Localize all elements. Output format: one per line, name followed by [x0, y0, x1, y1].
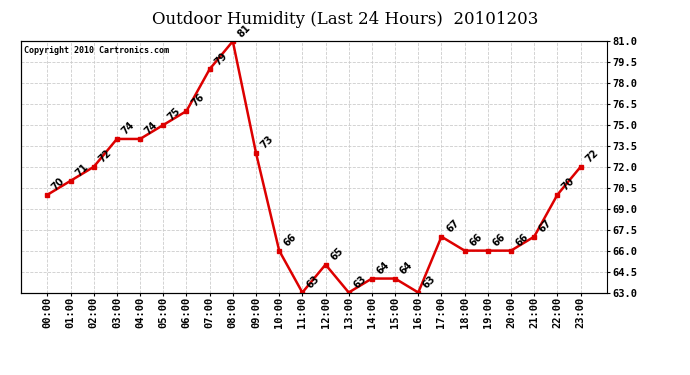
Text: 66: 66: [514, 232, 531, 249]
Text: 63: 63: [305, 274, 322, 290]
Text: 74: 74: [119, 120, 137, 137]
Text: 64: 64: [398, 260, 415, 276]
Text: Copyright 2010 Cartronics.com: Copyright 2010 Cartronics.com: [23, 46, 168, 55]
Text: 66: 66: [491, 232, 507, 249]
Text: 79: 79: [213, 50, 229, 67]
Text: Outdoor Humidity (Last 24 Hours)  20101203: Outdoor Humidity (Last 24 Hours) 2010120…: [152, 11, 538, 28]
Text: 65: 65: [328, 246, 345, 262]
Text: 67: 67: [444, 218, 461, 234]
Text: 70: 70: [50, 176, 67, 193]
Text: 81: 81: [235, 22, 253, 39]
Text: 63: 63: [421, 274, 437, 290]
Text: 75: 75: [166, 106, 183, 123]
Text: 63: 63: [351, 274, 368, 290]
Text: 66: 66: [282, 232, 299, 249]
Text: 71: 71: [73, 162, 90, 178]
Text: 70: 70: [560, 176, 577, 193]
Text: 76: 76: [189, 92, 206, 109]
Text: 64: 64: [375, 260, 391, 276]
Text: 67: 67: [537, 218, 553, 234]
Text: 72: 72: [97, 148, 113, 165]
Text: 72: 72: [583, 148, 600, 165]
Text: 74: 74: [143, 120, 159, 137]
Text: 66: 66: [467, 232, 484, 249]
Text: 73: 73: [259, 134, 275, 151]
